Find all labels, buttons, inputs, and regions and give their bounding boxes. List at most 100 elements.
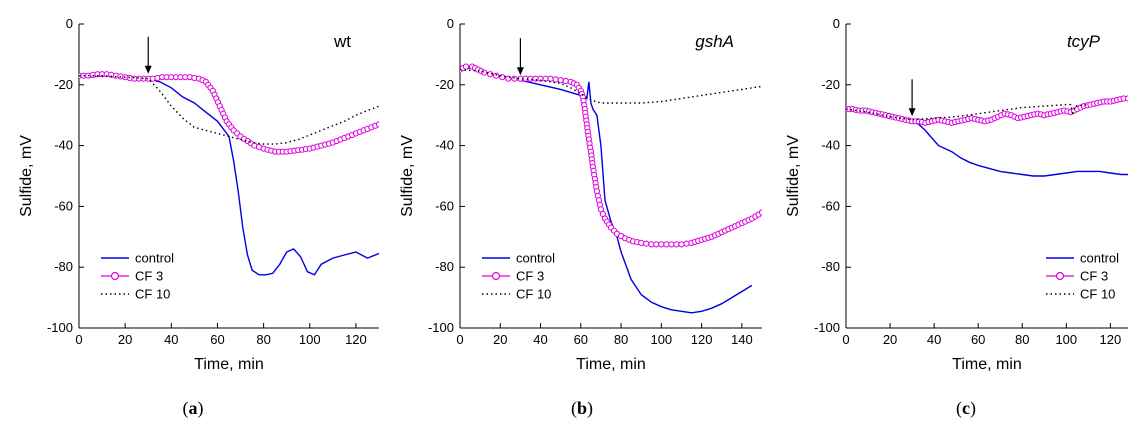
series-point-cf-3 — [462, 63, 470, 70]
x-tick-label: 0 — [75, 332, 82, 347]
arrow-head-icon — [144, 65, 152, 74]
series-point-cf-3 — [678, 241, 685, 248]
series-point-cf-3 — [653, 241, 660, 248]
series-point-cf-3 — [487, 71, 494, 78]
series-point-cf-3 — [643, 240, 650, 247]
y-tick-label: -100 — [428, 320, 454, 335]
caption-close-paren: ) — [970, 398, 976, 419]
x-tick-label: 60 — [574, 332, 588, 347]
series-point-cf-3 — [1124, 95, 1128, 102]
y-tick-label: -100 — [814, 320, 840, 335]
y-tick-label: 0 — [833, 16, 840, 31]
legend-label: CF 10 — [1080, 287, 1115, 302]
series-point-cf-3 — [758, 209, 762, 216]
series-point-cf-3 — [673, 241, 680, 248]
x-tick-label: 140 — [731, 332, 753, 347]
caption-letter: a — [189, 398, 198, 418]
legend-label: CF 10 — [135, 287, 170, 302]
x-tick-label: 80 — [614, 332, 628, 347]
legend-label: control — [1080, 251, 1119, 266]
caption-close-paren: ) — [587, 398, 593, 419]
legend-label: CF 3 — [516, 269, 544, 284]
caption-letter: c — [962, 398, 970, 418]
x-axis-title: Time, min — [952, 356, 1022, 373]
series-line-cf-3 — [460, 65, 762, 245]
caption-letter: b — [577, 398, 587, 418]
y-axis-title: Sulfide, mV — [18, 135, 35, 217]
y-tick-label: -40 — [54, 138, 73, 153]
x-tick-label: 100 — [299, 332, 321, 347]
caption-open-paren: ( — [571, 398, 577, 419]
series-group — [79, 71, 379, 276]
series-group — [460, 63, 762, 314]
arrow-head-icon — [516, 67, 524, 76]
x-tick-label: 60 — [210, 332, 224, 347]
x-tick-label: 80 — [256, 332, 270, 347]
y-tick-label: -20 — [54, 77, 73, 92]
x-axis-title: Time, min — [194, 356, 264, 373]
legend-label: CF 3 — [135, 269, 163, 284]
x-tick-label: 40 — [164, 332, 178, 347]
x-tick-label: 20 — [493, 332, 507, 347]
series-point-cf-3 — [552, 76, 559, 83]
series-point-cf-3 — [557, 77, 564, 84]
legend-label: CF 3 — [1080, 269, 1108, 284]
panel-caption: (a) — [183, 398, 204, 419]
y-tick-label: -20 — [435, 77, 454, 92]
series-point-cf-3 — [532, 75, 539, 82]
legend: control CF 3 CF 10 — [1046, 251, 1119, 302]
panel-caption: (b) — [571, 398, 593, 419]
y-tick-label: -100 — [47, 320, 73, 335]
x-tick-label: 120 — [1100, 332, 1122, 347]
series-group — [846, 95, 1128, 177]
caption-open-paren: ( — [183, 398, 189, 419]
series-point-cf-3 — [511, 75, 518, 82]
y-tick-label: -80 — [54, 259, 73, 274]
legend-label: control — [135, 251, 174, 266]
series-point-cf-3 — [668, 241, 675, 248]
x-tick-label: 0 — [456, 332, 463, 347]
x-tick-label: 120 — [345, 332, 367, 347]
y-tick-label: -80 — [821, 259, 840, 274]
panel-title: wt — [333, 32, 351, 51]
panel-title: gshA — [695, 32, 734, 51]
legend-label: control — [516, 251, 555, 266]
x-axis-title: Time, min — [576, 356, 646, 373]
series-point-cf-3 — [547, 75, 554, 82]
caption-open-paren: ( — [956, 398, 962, 419]
series-point-cf-3 — [663, 241, 670, 248]
x-tick-label: 120 — [691, 332, 713, 347]
y-axis-title: Sulfide, mV — [785, 135, 802, 217]
series-line-control — [79, 74, 379, 276]
series-point-cf-3 — [562, 77, 569, 85]
x-tick-label: 20 — [118, 332, 132, 347]
series-point-cf-3 — [375, 121, 379, 128]
series-point-cf-3 — [638, 239, 645, 246]
x-tick-label: 40 — [533, 332, 547, 347]
legend-swatch-marker — [110, 271, 120, 281]
y-tick-label: -60 — [821, 198, 840, 213]
series-point-cf-3 — [648, 241, 655, 248]
series-point-cf-3 — [493, 72, 500, 79]
x-tick-label: 100 — [1055, 332, 1077, 347]
x-tick-label: 60 — [971, 332, 985, 347]
panel-caption: (c) — [956, 398, 976, 419]
y-tick-label: 0 — [66, 16, 73, 31]
y-tick-label: -60 — [435, 198, 454, 213]
series-point-cf-3 — [527, 75, 534, 82]
series-point-cf-3 — [658, 241, 665, 248]
panel-title: tcyP — [1067, 32, 1101, 51]
x-tick-label: 20 — [883, 332, 897, 347]
y-tick-label: -40 — [435, 138, 454, 153]
legend-swatch-marker — [1055, 271, 1065, 281]
legend-swatch-marker — [491, 271, 501, 281]
x-tick-label: 40 — [927, 332, 941, 347]
x-tick-label: 0 — [842, 332, 849, 347]
arrow-head-icon — [908, 108, 916, 117]
y-tick-label: 0 — [447, 16, 454, 31]
y-tick-label: -40 — [821, 138, 840, 153]
